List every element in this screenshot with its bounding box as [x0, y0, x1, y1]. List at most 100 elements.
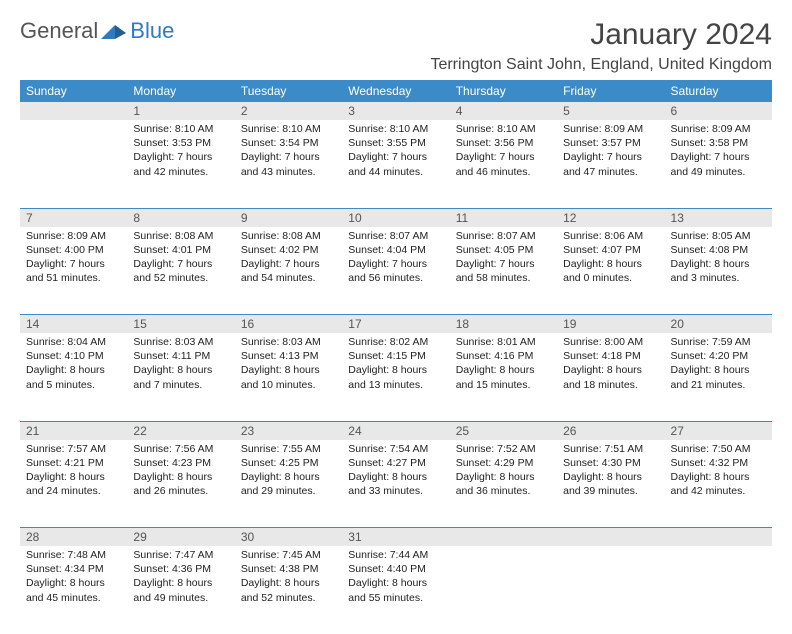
- day-cell-text: Sunrise: 8:05 AMSunset: 4:08 PMDaylight:…: [671, 229, 766, 286]
- day-cell-text: Sunrise: 7:54 AMSunset: 4:27 PMDaylight:…: [348, 442, 443, 499]
- day-line: Sunset: 3:58 PM: [671, 136, 766, 150]
- day-line: Sunrise: 8:09 AM: [563, 122, 658, 136]
- day-cell-text: Sunrise: 8:10 AMSunset: 3:53 PMDaylight:…: [133, 122, 228, 179]
- day-line: Daylight: 7 hours and 51 minutes.: [26, 257, 121, 285]
- day-number: 30: [235, 528, 342, 546]
- day-cell: Sunrise: 7:44 AMSunset: 4:40 PMDaylight:…: [342, 546, 449, 634]
- day-number: 13: [665, 209, 772, 227]
- day-number: 12: [557, 209, 664, 227]
- day-cell-text: Sunrise: 7:52 AMSunset: 4:29 PMDaylight:…: [456, 442, 551, 499]
- day-cell: Sunrise: 7:51 AMSunset: 4:30 PMDaylight:…: [557, 440, 664, 528]
- day-cell-text: Sunrise: 7:56 AMSunset: 4:23 PMDaylight:…: [133, 442, 228, 499]
- day-line: Daylight: 8 hours and 13 minutes.: [348, 363, 443, 391]
- day-cell-text: Sunrise: 8:06 AMSunset: 4:07 PMDaylight:…: [563, 229, 658, 286]
- day-line: Sunset: 4:18 PM: [563, 349, 658, 363]
- day-number: 24: [342, 422, 449, 440]
- day-cell-text: Sunrise: 8:07 AMSunset: 4:05 PMDaylight:…: [456, 229, 551, 286]
- day-cell-text: Sunrise: 7:51 AMSunset: 4:30 PMDaylight:…: [563, 442, 658, 499]
- day-number: 15: [127, 315, 234, 333]
- day-cell-text: Sunrise: 8:02 AMSunset: 4:15 PMDaylight:…: [348, 335, 443, 392]
- day-line: Sunrise: 8:03 AM: [133, 335, 228, 349]
- day-number: [20, 102, 127, 120]
- day-cell-text: Sunrise: 8:09 AMSunset: 3:58 PMDaylight:…: [671, 122, 766, 179]
- day-line: Sunset: 4:27 PM: [348, 456, 443, 470]
- day-line: Sunrise: 8:02 AM: [348, 335, 443, 349]
- day-line: Sunrise: 8:00 AM: [563, 335, 658, 349]
- day-cell: Sunrise: 7:57 AMSunset: 4:21 PMDaylight:…: [20, 440, 127, 528]
- day-number-row: 21222324252627: [20, 422, 772, 440]
- day-line: Sunrise: 8:05 AM: [671, 229, 766, 243]
- day-line: Sunset: 3:56 PM: [456, 136, 551, 150]
- day-cell: Sunrise: 8:10 AMSunset: 3:55 PMDaylight:…: [342, 120, 449, 208]
- day-line: Sunset: 4:20 PM: [671, 349, 766, 363]
- day-line: Sunrise: 8:10 AM: [241, 122, 336, 136]
- day-line: Sunset: 3:57 PM: [563, 136, 658, 150]
- day-number: 4: [450, 102, 557, 120]
- day-line: Daylight: 8 hours and 36 minutes.: [456, 470, 551, 498]
- day-number: [665, 528, 772, 546]
- day-line: Sunrise: 7:47 AM: [133, 548, 228, 562]
- day-cell-text: Sunrise: 8:09 AMSunset: 3:57 PMDaylight:…: [563, 122, 658, 179]
- day-number: 2: [235, 102, 342, 120]
- day-line: Daylight: 7 hours and 44 minutes.: [348, 150, 443, 178]
- day-line: Sunrise: 7:50 AM: [671, 442, 766, 456]
- day-line: Sunrise: 8:03 AM: [241, 335, 336, 349]
- day-number: 21: [20, 422, 127, 440]
- day-number: [557, 528, 664, 546]
- day-number: 27: [665, 422, 772, 440]
- day-line: Daylight: 8 hours and 0 minutes.: [563, 257, 658, 285]
- day-line: Sunset: 4:25 PM: [241, 456, 336, 470]
- week-row: Sunrise: 7:57 AMSunset: 4:21 PMDaylight:…: [20, 440, 772, 528]
- day-line: Daylight: 8 hours and 15 minutes.: [456, 363, 551, 391]
- day-header: Tuesday: [235, 80, 342, 102]
- day-line: Sunrise: 8:09 AM: [26, 229, 121, 243]
- day-header: Wednesday: [342, 80, 449, 102]
- day-line: Daylight: 8 hours and 5 minutes.: [26, 363, 121, 391]
- day-number: 17: [342, 315, 449, 333]
- logo: General Blue: [20, 18, 174, 44]
- day-cell: Sunrise: 8:00 AMSunset: 4:18 PMDaylight:…: [557, 333, 664, 421]
- day-line: Sunrise: 8:09 AM: [671, 122, 766, 136]
- day-line: Daylight: 8 hours and 26 minutes.: [133, 470, 228, 498]
- logo-text-1: General: [20, 18, 98, 44]
- day-line: Sunrise: 8:07 AM: [348, 229, 443, 243]
- day-cell-text: Sunrise: 8:04 AMSunset: 4:10 PMDaylight:…: [26, 335, 121, 392]
- day-line: Daylight: 7 hours and 47 minutes.: [563, 150, 658, 178]
- logo-mark-icon: [101, 21, 127, 41]
- day-line: Daylight: 7 hours and 42 minutes.: [133, 150, 228, 178]
- day-line: Daylight: 8 hours and 49 minutes.: [133, 576, 228, 604]
- day-line: Sunset: 3:53 PM: [133, 136, 228, 150]
- day-number-row: 28293031: [20, 528, 772, 546]
- logo-text-2: Blue: [130, 18, 174, 44]
- day-line: Sunrise: 8:10 AM: [456, 122, 551, 136]
- day-line: Sunrise: 8:10 AM: [133, 122, 228, 136]
- day-cell: [20, 120, 127, 208]
- day-line: Sunset: 4:13 PM: [241, 349, 336, 363]
- day-cell: Sunrise: 7:55 AMSunset: 4:25 PMDaylight:…: [235, 440, 342, 528]
- day-number: 9: [235, 209, 342, 227]
- day-number-row: 78910111213: [20, 209, 772, 227]
- day-number-row: 123456: [20, 102, 772, 120]
- day-cell-text: Sunrise: 7:57 AMSunset: 4:21 PMDaylight:…: [26, 442, 121, 499]
- day-cell: Sunrise: 7:50 AMSunset: 4:32 PMDaylight:…: [665, 440, 772, 528]
- day-line: Sunrise: 8:10 AM: [348, 122, 443, 136]
- day-cell: Sunrise: 8:08 AMSunset: 4:02 PMDaylight:…: [235, 227, 342, 315]
- day-cell: Sunrise: 8:08 AMSunset: 4:01 PMDaylight:…: [127, 227, 234, 315]
- day-cell-text: Sunrise: 8:08 AMSunset: 4:01 PMDaylight:…: [133, 229, 228, 286]
- day-line: Sunrise: 8:01 AM: [456, 335, 551, 349]
- day-line: Sunrise: 7:45 AM: [241, 548, 336, 562]
- day-line: Sunrise: 8:08 AM: [133, 229, 228, 243]
- day-cell: Sunrise: 7:56 AMSunset: 4:23 PMDaylight:…: [127, 440, 234, 528]
- day-line: Daylight: 8 hours and 55 minutes.: [348, 576, 443, 604]
- day-cell: Sunrise: 7:47 AMSunset: 4:36 PMDaylight:…: [127, 546, 234, 634]
- calendar-header-row: SundayMondayTuesdayWednesdayThursdayFrid…: [20, 80, 772, 102]
- day-line: Daylight: 8 hours and 45 minutes.: [26, 576, 121, 604]
- day-cell: [557, 546, 664, 634]
- day-cell: Sunrise: 8:10 AMSunset: 3:54 PMDaylight:…: [235, 120, 342, 208]
- page-title: January 2024: [430, 18, 772, 52]
- day-cell-text: Sunrise: 7:47 AMSunset: 4:36 PMDaylight:…: [133, 548, 228, 605]
- day-line: Sunset: 3:55 PM: [348, 136, 443, 150]
- day-cell: Sunrise: 8:07 AMSunset: 4:04 PMDaylight:…: [342, 227, 449, 315]
- day-cell: Sunrise: 8:09 AMSunset: 3:58 PMDaylight:…: [665, 120, 772, 208]
- day-line: Daylight: 7 hours and 49 minutes.: [671, 150, 766, 178]
